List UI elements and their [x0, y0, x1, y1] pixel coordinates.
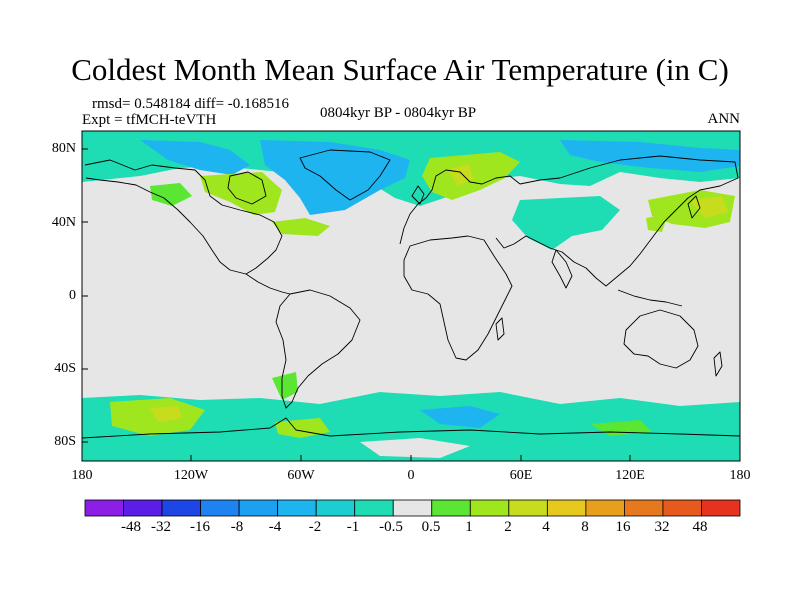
colorbar-label-neg16: -16: [190, 519, 210, 535]
experiment-label: Expt = tfMCH-teVTH: [82, 112, 217, 128]
coastlines: [82, 149, 740, 439]
europe-coast: [399, 169, 521, 245]
map-title: Coldest Month Mean Surface Air Temperatu…: [71, 52, 729, 87]
africa-coast: [403, 235, 513, 361]
colorbar-label-neg48: -48: [121, 519, 141, 535]
colorbar: [84, 499, 741, 517]
japan-yellow-field: [690, 196, 728, 218]
colorbar-label-neg32: -32: [151, 519, 171, 535]
canada-green-field: [200, 172, 282, 215]
scandinavia-yellow-field: [448, 164, 474, 186]
axis-ticks: [82, 148, 631, 461]
pacific-green-field: [150, 183, 192, 206]
weddell-green-field: [275, 418, 330, 438]
colorbar-label-neg8: -8: [230, 519, 244, 535]
colorbar-swatch-11: [508, 499, 548, 517]
colorbar-label-16: 16: [615, 519, 631, 535]
colorbar-label-neg1: -1: [346, 519, 360, 535]
uk-coast: [411, 185, 425, 205]
antarctica-white-field: [360, 438, 470, 458]
china-green-field: [646, 214, 668, 232]
lon-label-0: 0: [407, 468, 415, 483]
asia-coast: [495, 155, 739, 287]
canada-blue-field: [140, 140, 250, 175]
colorbar-swatch-2: [161, 499, 201, 517]
lat-label-0: 0: [69, 288, 76, 303]
arctic-blue-field: [260, 140, 410, 215]
north-america-coast: [84, 159, 283, 275]
map-panel: [82, 131, 740, 461]
colorbar-label-4: 4: [542, 519, 550, 535]
japan-coast: [687, 195, 701, 219]
india-coast: [551, 249, 573, 289]
colorbar-swatch-6: [315, 499, 356, 517]
colorbar-swatch-4: [238, 499, 279, 517]
colorbar-swatch-3: [200, 499, 240, 517]
new-zealand-coast: [713, 351, 723, 377]
colorbar-swatch-15: [662, 499, 702, 517]
lon-label-180e: 180: [729, 468, 751, 483]
colorbar-swatch-1: [123, 499, 163, 517]
lon-label-120e: 120E: [615, 468, 645, 483]
anomaly-fields: [82, 131, 740, 461]
lat-label-40n: 40N: [51, 215, 76, 230]
colorbar-label-neg4: -4: [268, 519, 282, 535]
lon-label-60e: 60E: [509, 468, 533, 483]
greenland-coast: [299, 149, 391, 201]
australia-coast: [623, 309, 699, 369]
colorbar-swatch-12: [546, 499, 587, 517]
central-america-coast: [245, 273, 291, 295]
colorbar-swatch-5: [277, 499, 317, 517]
colorbar-label-48: 48: [692, 519, 708, 535]
lat-label-40s: 40S: [54, 361, 76, 376]
lat-label-80s: 80S: [54, 434, 76, 449]
colorbar-label-0.5: 0.5: [421, 519, 441, 535]
lon-label-180w: 180: [71, 468, 93, 483]
colorbar-label-neg2: -2: [308, 519, 322, 535]
lon-label-60w: 60W: [287, 468, 315, 483]
period-label: 0804kyr BP - 0804kyr BP: [320, 105, 477, 121]
siberia-blue-field: [560, 140, 740, 172]
southern-pacific-yellow-field: [150, 406, 182, 422]
colorbar-swatch-9: [431, 499, 471, 517]
colorbar-swatch-7: [354, 499, 394, 517]
colorbar-label-8: 8: [581, 519, 589, 535]
colorbar-swatch-14: [624, 499, 664, 517]
colorbar-label-neg0.5: -0.5: [379, 519, 403, 535]
antarctica-coast: [82, 417, 740, 439]
colorbar-swatch-16: [701, 499, 741, 517]
south-america-coast: [275, 289, 361, 409]
colorbar-label-32: 32: [654, 519, 670, 535]
colorbar-swatch-0: [84, 499, 124, 517]
lat-label-80n: 80N: [51, 141, 76, 156]
hudson-bay-coast: [227, 171, 267, 205]
stats-text: rmsd= 0.548184 diff= -0.168516: [92, 96, 290, 112]
lon-label-120w: 120W: [173, 468, 209, 483]
madagascar-coast: [495, 317, 505, 341]
colorbar-label-2: 2: [504, 519, 512, 535]
colorbar-swatch-13: [585, 499, 625, 517]
southern-blue-field: [420, 406, 500, 428]
colorbar-swatch-10: [469, 499, 510, 517]
colorbar-label-1: 1: [465, 519, 473, 535]
colorbar-swatch-8: [392, 499, 433, 517]
south-america-green-field: [272, 372, 298, 400]
asia-cyan-field: [512, 196, 620, 250]
season-label: ANN: [707, 111, 741, 127]
indonesia-coast: [617, 289, 683, 307]
atlantic-green-field: [272, 218, 330, 236]
